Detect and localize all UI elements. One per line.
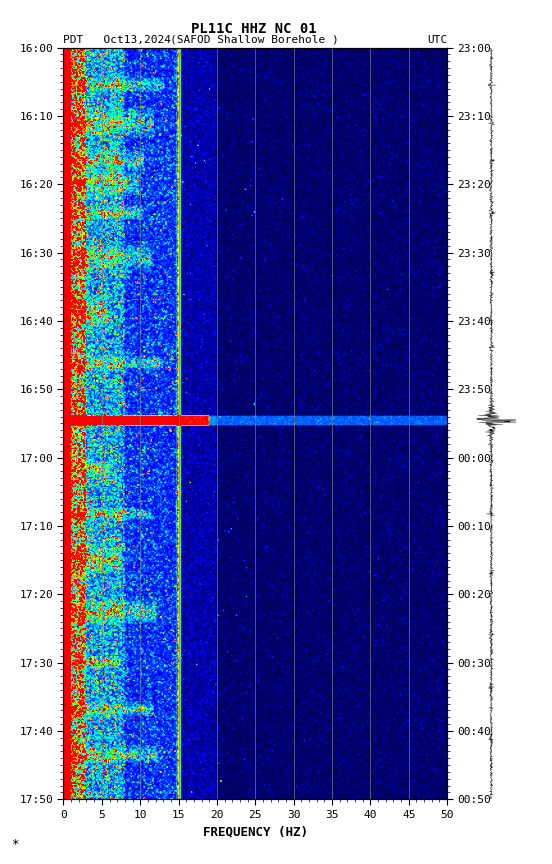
Text: PL11C HHZ NC 01: PL11C HHZ NC 01: [191, 22, 317, 35]
Text: *: *: [11, 838, 19, 851]
X-axis label: FREQUENCY (HZ): FREQUENCY (HZ): [203, 825, 308, 838]
Text: (SAFOD Shallow Borehole ): (SAFOD Shallow Borehole ): [169, 35, 338, 45]
Text: UTC: UTC: [427, 35, 447, 45]
Text: PDT   Oct13,2024: PDT Oct13,2024: [63, 35, 172, 45]
